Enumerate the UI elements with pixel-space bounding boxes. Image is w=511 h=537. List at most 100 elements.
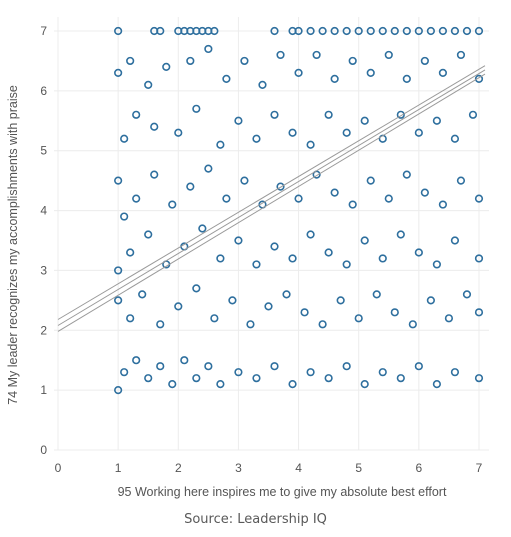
data-point — [432, 380, 441, 389]
data-point — [294, 68, 303, 77]
data-point — [354, 26, 363, 36]
data-point — [360, 236, 369, 245]
data-point — [450, 236, 460, 245]
data-point — [120, 368, 129, 377]
data-point — [450, 368, 460, 377]
data-point — [150, 122, 159, 131]
data-point — [270, 242, 279, 251]
x-axis-title: 95 Working here inspires me to give my a… — [118, 485, 447, 499]
y-tick-label: 4 — [40, 204, 47, 218]
data-point — [114, 266, 123, 275]
x-tick-label: 1 — [115, 461, 122, 475]
data-point — [144, 374, 153, 383]
data-point — [414, 26, 423, 36]
data-point — [324, 248, 333, 257]
data-point — [198, 224, 207, 233]
data-point — [264, 302, 273, 311]
y-tick-label: 7 — [40, 24, 47, 38]
data-point — [384, 50, 393, 60]
data-point — [270, 26, 279, 36]
data-point — [282, 290, 291, 299]
data-point — [222, 194, 231, 203]
data-point — [216, 254, 225, 263]
data-point — [114, 176, 123, 185]
data-point — [324, 110, 333, 119]
data-point — [330, 26, 339, 36]
data-point — [348, 56, 357, 66]
data-point — [192, 104, 201, 113]
data-point — [396, 110, 405, 119]
data-point — [258, 80, 267, 89]
data-point — [366, 176, 375, 185]
data-point — [426, 296, 435, 305]
data-point — [192, 284, 201, 293]
data-point — [450, 26, 460, 36]
data-point — [192, 374, 201, 383]
data-point — [114, 26, 123, 36]
data-point — [474, 74, 484, 83]
data-point — [252, 134, 261, 143]
data-point — [234, 368, 243, 377]
data-point — [270, 110, 279, 119]
data-point — [270, 362, 279, 371]
gridlines — [54, 17, 489, 451]
data-point — [300, 308, 309, 317]
data-point — [318, 320, 327, 329]
data-point — [402, 74, 411, 83]
data-point — [378, 368, 387, 377]
data-point — [396, 374, 405, 383]
data-point — [426, 26, 435, 36]
x-tick-label: 5 — [355, 461, 362, 475]
data-point — [114, 68, 123, 77]
data-point — [366, 68, 375, 77]
data-point — [456, 50, 466, 60]
data-point — [420, 188, 429, 197]
data-point — [390, 308, 399, 317]
y-tick-label: 1 — [40, 383, 47, 397]
data-point — [432, 260, 441, 269]
data-point — [366, 26, 375, 36]
data-point — [132, 110, 141, 119]
data-point — [360, 116, 369, 125]
source-note: Source: Leadership IQ — [184, 512, 327, 527]
data-point — [468, 110, 478, 119]
data-point — [378, 26, 387, 36]
tick-labels: 0 1 2 3 4 5 6 7 0 1 2 3 4 5 6 7 — [40, 24, 482, 475]
data-point — [348, 200, 357, 209]
data-point — [450, 134, 460, 143]
data-point — [252, 260, 261, 269]
data-point — [306, 230, 315, 239]
data-point — [318, 26, 327, 36]
data-point — [312, 50, 321, 60]
data-point — [414, 128, 423, 137]
data-point — [126, 56, 135, 66]
data-point — [384, 194, 393, 203]
data-point — [204, 362, 213, 371]
data-point — [138, 290, 147, 299]
data-point — [288, 128, 297, 137]
data-point — [174, 302, 183, 311]
data-point — [252, 374, 261, 383]
x-tick-label: 6 — [416, 461, 423, 475]
y-tick-label: 6 — [40, 84, 47, 98]
data-point — [306, 140, 315, 149]
data-point — [204, 44, 213, 54]
data-point — [132, 356, 141, 365]
x-tick-label: 3 — [235, 461, 242, 475]
data-point — [378, 254, 387, 263]
data-point — [438, 68, 448, 77]
x-tick-label: 4 — [295, 461, 302, 475]
data-point — [474, 254, 484, 263]
data-point — [372, 290, 381, 299]
data-point — [234, 236, 243, 245]
data-point — [324, 374, 333, 383]
data-point — [222, 74, 231, 83]
data-point — [474, 194, 484, 203]
data-point — [234, 116, 243, 125]
data-points — [114, 26, 484, 395]
data-point — [120, 212, 129, 221]
data-point — [408, 320, 417, 329]
data-point — [354, 314, 363, 323]
data-point — [474, 374, 484, 383]
